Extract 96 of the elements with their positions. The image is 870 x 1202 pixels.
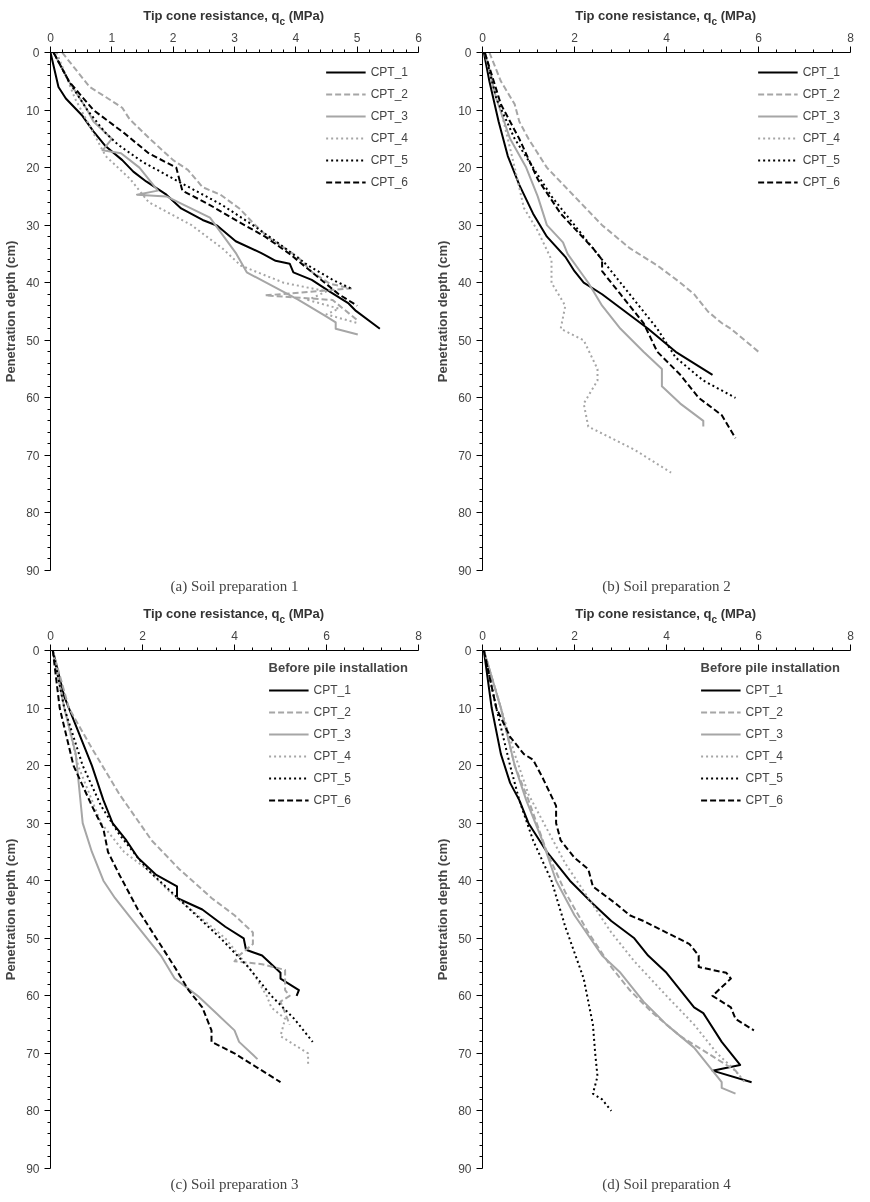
y-tick-label: 20 xyxy=(26,759,40,774)
y-tick-label: 90 xyxy=(26,564,40,578)
y-tick-label: 30 xyxy=(458,816,472,831)
y-tick-label: 10 xyxy=(458,701,472,716)
y-tick-label: 0 xyxy=(32,644,40,658)
y-tick-label: 10 xyxy=(458,103,472,118)
text: (b) Soil preparation 2 xyxy=(602,577,731,595)
x-tick-label: 8 xyxy=(415,628,423,643)
x-tick-label: 2 xyxy=(571,628,579,643)
x-tick-label: 5 xyxy=(353,30,361,45)
y-tick-label: 50 xyxy=(458,931,472,946)
legend-label: CPT_5 xyxy=(745,771,783,785)
y-tick-label: 60 xyxy=(458,989,472,1004)
y-axis-title: Penetration depth (cm) xyxy=(3,838,19,981)
text: (a) Soil preparation 1 xyxy=(170,577,299,595)
legend-label: CPT_4 xyxy=(745,749,783,763)
y-tick-label: 90 xyxy=(26,1162,40,1176)
x-tick-label: 0 xyxy=(479,628,487,643)
x-tick-label: 6 xyxy=(755,628,763,643)
legend-label: CPT_5 xyxy=(313,771,351,785)
x-tick-label: 2 xyxy=(571,30,579,45)
x-tick-label: 4 xyxy=(663,628,671,643)
y-tick-label: 60 xyxy=(458,391,472,406)
y-tick-label: 20 xyxy=(458,759,472,774)
x-tick-label: 8 xyxy=(847,30,855,45)
text: (c) Soil preparation 3 xyxy=(170,1175,299,1193)
legend-label: CPT_6 xyxy=(370,175,408,189)
legend-label: CPT_1 xyxy=(370,65,408,79)
y-tick-label: 80 xyxy=(458,506,472,521)
y-tick-label: 10 xyxy=(26,103,40,118)
x-tick-label: 4 xyxy=(663,30,671,45)
y-tick-label: 40 xyxy=(26,874,40,889)
y-tick-label: 40 xyxy=(458,276,472,291)
x-tick-label: 0 xyxy=(47,30,55,45)
y-tick-label: 0 xyxy=(32,46,40,60)
x-tick-label: 4 xyxy=(292,30,300,45)
legend-label: CPT_5 xyxy=(802,153,840,167)
y-tick-label: 30 xyxy=(26,218,40,233)
legend-label: CPT_2 xyxy=(313,705,351,719)
legend-label: CPT_6 xyxy=(802,175,840,189)
y-tick-label: 90 xyxy=(458,564,472,578)
x-tick-label: 0 xyxy=(47,628,55,643)
y-tick-label: 80 xyxy=(26,1104,40,1119)
y-tick-label: 50 xyxy=(26,333,40,348)
legend-label: CPT_1 xyxy=(745,683,783,697)
legend-label: CPT_3 xyxy=(313,727,351,741)
y-tick-label: 70 xyxy=(458,448,472,463)
y-tick-label: 80 xyxy=(458,1104,472,1119)
y-tick-label: 0 xyxy=(464,46,472,60)
legend-label: CPT_2 xyxy=(745,705,783,719)
legend-label: CPT_3 xyxy=(802,109,840,123)
y-tick-label: 30 xyxy=(26,816,40,831)
legend-label: CPT_2 xyxy=(370,87,408,101)
y-tick-label: 80 xyxy=(26,506,40,521)
y-tick-label: 20 xyxy=(26,161,40,176)
legend-label: CPT_2 xyxy=(802,87,840,101)
y-tick-label: 50 xyxy=(26,931,40,946)
y-axis-title: Penetration depth (cm) xyxy=(435,838,451,981)
legend-label: CPT_1 xyxy=(802,65,840,79)
y-tick-label: 70 xyxy=(458,1046,472,1061)
y-tick-label: 40 xyxy=(458,874,472,889)
x-tick-label: 3 xyxy=(231,30,239,45)
legend-label: CPT_4 xyxy=(313,749,351,763)
legend-label: CPT_4 xyxy=(802,131,840,145)
y-axis-title: Penetration depth (cm) xyxy=(3,240,19,383)
legend-label: CPT_6 xyxy=(745,793,783,807)
y-tick-label: 20 xyxy=(458,161,472,176)
x-tick-label: 6 xyxy=(755,30,763,45)
legend-label: CPT_3 xyxy=(745,727,783,741)
y-tick-label: 90 xyxy=(458,1162,472,1176)
legend-title: Before pile installation xyxy=(268,660,408,675)
x-tick-label: 6 xyxy=(323,628,331,643)
x-tick-label: 2 xyxy=(139,628,147,643)
x-tick-label: 8 xyxy=(847,628,855,643)
y-tick-label: 30 xyxy=(458,218,472,233)
y-tick-label: 40 xyxy=(26,276,40,291)
y-tick-label: 70 xyxy=(26,448,40,463)
x-tick-label: 4 xyxy=(231,628,239,643)
legend-label: CPT_4 xyxy=(370,131,408,145)
legend-label: CPT_3 xyxy=(370,109,408,123)
y-tick-label: 60 xyxy=(26,989,40,1004)
y-tick-label: 0 xyxy=(464,644,472,658)
text: (d) Soil preparation 4 xyxy=(602,1175,732,1193)
y-tick-label: 10 xyxy=(26,701,40,716)
legend-label: CPT_6 xyxy=(313,793,351,807)
x-tick-label: 1 xyxy=(108,30,116,45)
y-axis-title: Penetration depth (cm) xyxy=(435,240,451,383)
x-tick-label: 2 xyxy=(169,30,177,45)
x-tick-label: 6 xyxy=(415,30,423,45)
y-tick-label: 60 xyxy=(26,391,40,406)
x-tick-label: 0 xyxy=(479,30,487,45)
legend-label: CPT_5 xyxy=(370,153,408,167)
legend-title: Before pile installation xyxy=(700,660,840,675)
y-tick-label: 70 xyxy=(26,1046,40,1061)
y-tick-label: 50 xyxy=(458,333,472,348)
legend-label: CPT_1 xyxy=(313,683,351,697)
